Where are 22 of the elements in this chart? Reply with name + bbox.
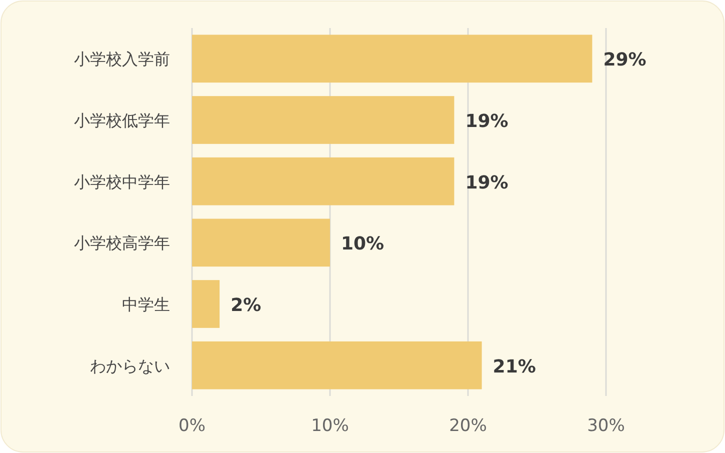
data-label: 2% xyxy=(230,295,262,316)
bar xyxy=(192,96,454,144)
y-tick-label: 中学生 xyxy=(122,295,170,314)
data-label: 29% xyxy=(603,50,646,71)
x-tick-label: 30% xyxy=(587,416,625,436)
bar xyxy=(192,34,592,83)
x-tick-label: 0% xyxy=(178,416,206,436)
y-tick-label: 小学校中学年 xyxy=(74,172,170,192)
y-tick-label: 小学校高学年 xyxy=(74,234,170,253)
data-label: 10% xyxy=(341,234,384,255)
x-tick-label: 10% xyxy=(311,416,349,436)
bar xyxy=(192,157,454,206)
data-label: 21% xyxy=(492,356,536,378)
x-tick-label: 20% xyxy=(449,416,487,436)
data-label: 19% xyxy=(465,172,508,194)
bar xyxy=(192,280,220,328)
bar xyxy=(192,341,482,390)
y-tick-label: 小学校入学前 xyxy=(74,50,170,69)
bar xyxy=(192,218,330,267)
data-label: 19% xyxy=(465,111,508,132)
y-tick-label: 小学校低学年 xyxy=(74,111,170,130)
y-tick-label: わからない xyxy=(90,356,170,376)
